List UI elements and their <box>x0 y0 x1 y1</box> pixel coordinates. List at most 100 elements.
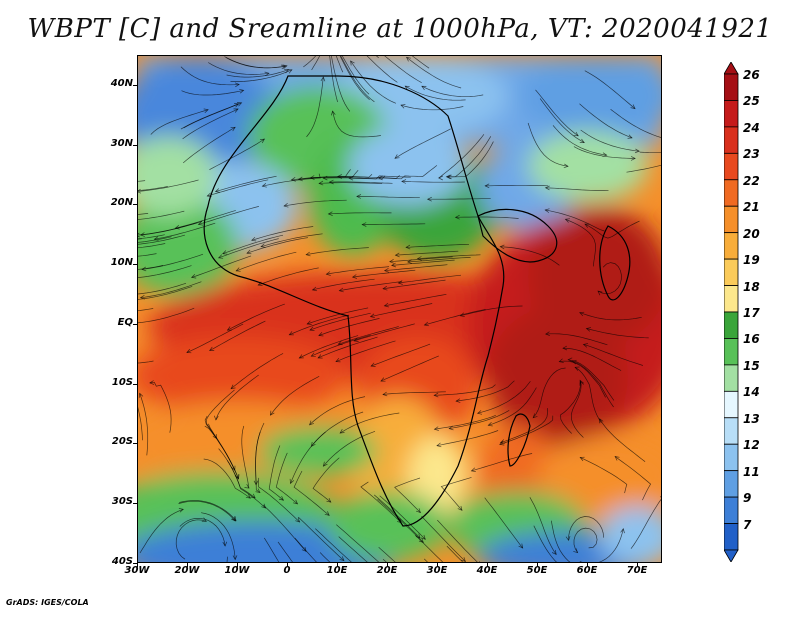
streamline <box>437 519 478 562</box>
streamline-arrow <box>310 441 316 447</box>
streamline <box>138 406 143 441</box>
streamline <box>138 307 195 324</box>
streamline-arrow <box>436 442 442 448</box>
colorbar-label: 12 <box>743 438 760 453</box>
streamline <box>545 209 605 232</box>
lon-tick <box>137 563 138 567</box>
streamline <box>138 360 154 364</box>
streamline <box>401 181 465 183</box>
streamline <box>338 326 399 345</box>
streamline-arrow <box>407 259 413 265</box>
colorbar-segment <box>724 205 739 234</box>
streamline-arrow <box>445 174 451 180</box>
streamline-arrow <box>290 177 296 182</box>
streamline <box>586 328 649 339</box>
streamline-arrow <box>579 456 585 462</box>
colorbar-segment <box>724 126 739 154</box>
streamline-arrow <box>356 194 362 199</box>
streamline-arrow <box>253 480 259 486</box>
streamline-arrow <box>571 359 577 365</box>
streamline <box>179 500 237 521</box>
streamline <box>395 250 459 256</box>
streamline <box>360 481 402 523</box>
streamline <box>268 445 284 501</box>
streamline <box>222 234 284 255</box>
streamline-arrow <box>246 249 252 255</box>
colorbar-segment <box>724 152 739 181</box>
colorbar-segment <box>724 496 739 524</box>
streamline <box>574 367 602 423</box>
streamline <box>306 77 324 138</box>
streamline <box>488 387 537 426</box>
streamline <box>138 253 157 257</box>
streamline-arrow <box>585 327 591 332</box>
streamline <box>446 545 464 562</box>
lat-tick <box>133 144 137 146</box>
streamline-arrow <box>397 280 403 285</box>
streamline-arrow <box>620 528 625 534</box>
lat-tick <box>133 503 137 505</box>
streamline-arrow <box>231 516 237 522</box>
streamline <box>179 517 226 547</box>
streamline <box>141 253 204 270</box>
streamline <box>477 381 531 414</box>
streamline <box>562 347 622 371</box>
streamline <box>339 281 402 292</box>
lon-label: 10W <box>224 565 250 576</box>
streamline-arrow <box>283 203 289 208</box>
streamline <box>203 458 251 499</box>
streamline <box>331 56 351 112</box>
streamline <box>565 218 596 267</box>
streamline <box>317 336 378 359</box>
streamline-arrow <box>348 175 354 181</box>
streamline <box>407 257 471 263</box>
lat-label: 20S <box>111 436 133 448</box>
streamline-arrow <box>401 179 407 184</box>
streamline <box>340 56 375 103</box>
streamline <box>293 470 330 516</box>
streamline <box>378 547 396 562</box>
streamline-arrow <box>487 421 493 427</box>
streamline <box>264 537 280 562</box>
streamline-arrow <box>563 163 569 169</box>
streamline <box>339 412 400 434</box>
streamline-arrow <box>236 102 243 107</box>
streamline-arrow <box>327 211 333 217</box>
streamline-arrow <box>298 354 304 359</box>
streamline-arrow <box>627 134 633 139</box>
streamline <box>226 69 289 78</box>
streamline-arrow <box>317 354 323 359</box>
streamline-arrow <box>418 538 424 543</box>
lat-tick <box>133 84 137 86</box>
streamline-arrow <box>213 415 219 421</box>
streamline <box>218 238 279 259</box>
colorbar-label: 18 <box>743 279 760 294</box>
streamline-arrow <box>405 56 412 62</box>
streamline <box>207 179 269 197</box>
streamline-arrow <box>382 285 388 291</box>
colorbar-label: 7 <box>743 517 752 532</box>
streamline-arrow <box>318 331 324 337</box>
streamline <box>306 247 369 256</box>
lat-label: 20N <box>110 197 133 209</box>
streamline <box>215 374 259 421</box>
streamline-arrow <box>582 343 588 348</box>
streamline-arrow <box>278 495 285 501</box>
streamline-arrow <box>460 557 466 562</box>
streamline <box>527 122 569 167</box>
streamlines <box>138 56 661 562</box>
streamline <box>414 534 444 562</box>
streamline <box>138 282 187 295</box>
streamline <box>391 259 455 266</box>
streamline-arrow <box>149 380 155 385</box>
streamline-arrow <box>261 183 267 188</box>
map-panel <box>137 55 662 563</box>
streamline <box>332 111 381 138</box>
streamline <box>529 497 557 555</box>
streamline-arrow <box>335 357 341 363</box>
streamline <box>182 126 236 164</box>
streamline-arrow <box>309 326 315 331</box>
streamline <box>373 494 421 539</box>
streamline <box>138 222 198 236</box>
streamline <box>579 528 624 562</box>
